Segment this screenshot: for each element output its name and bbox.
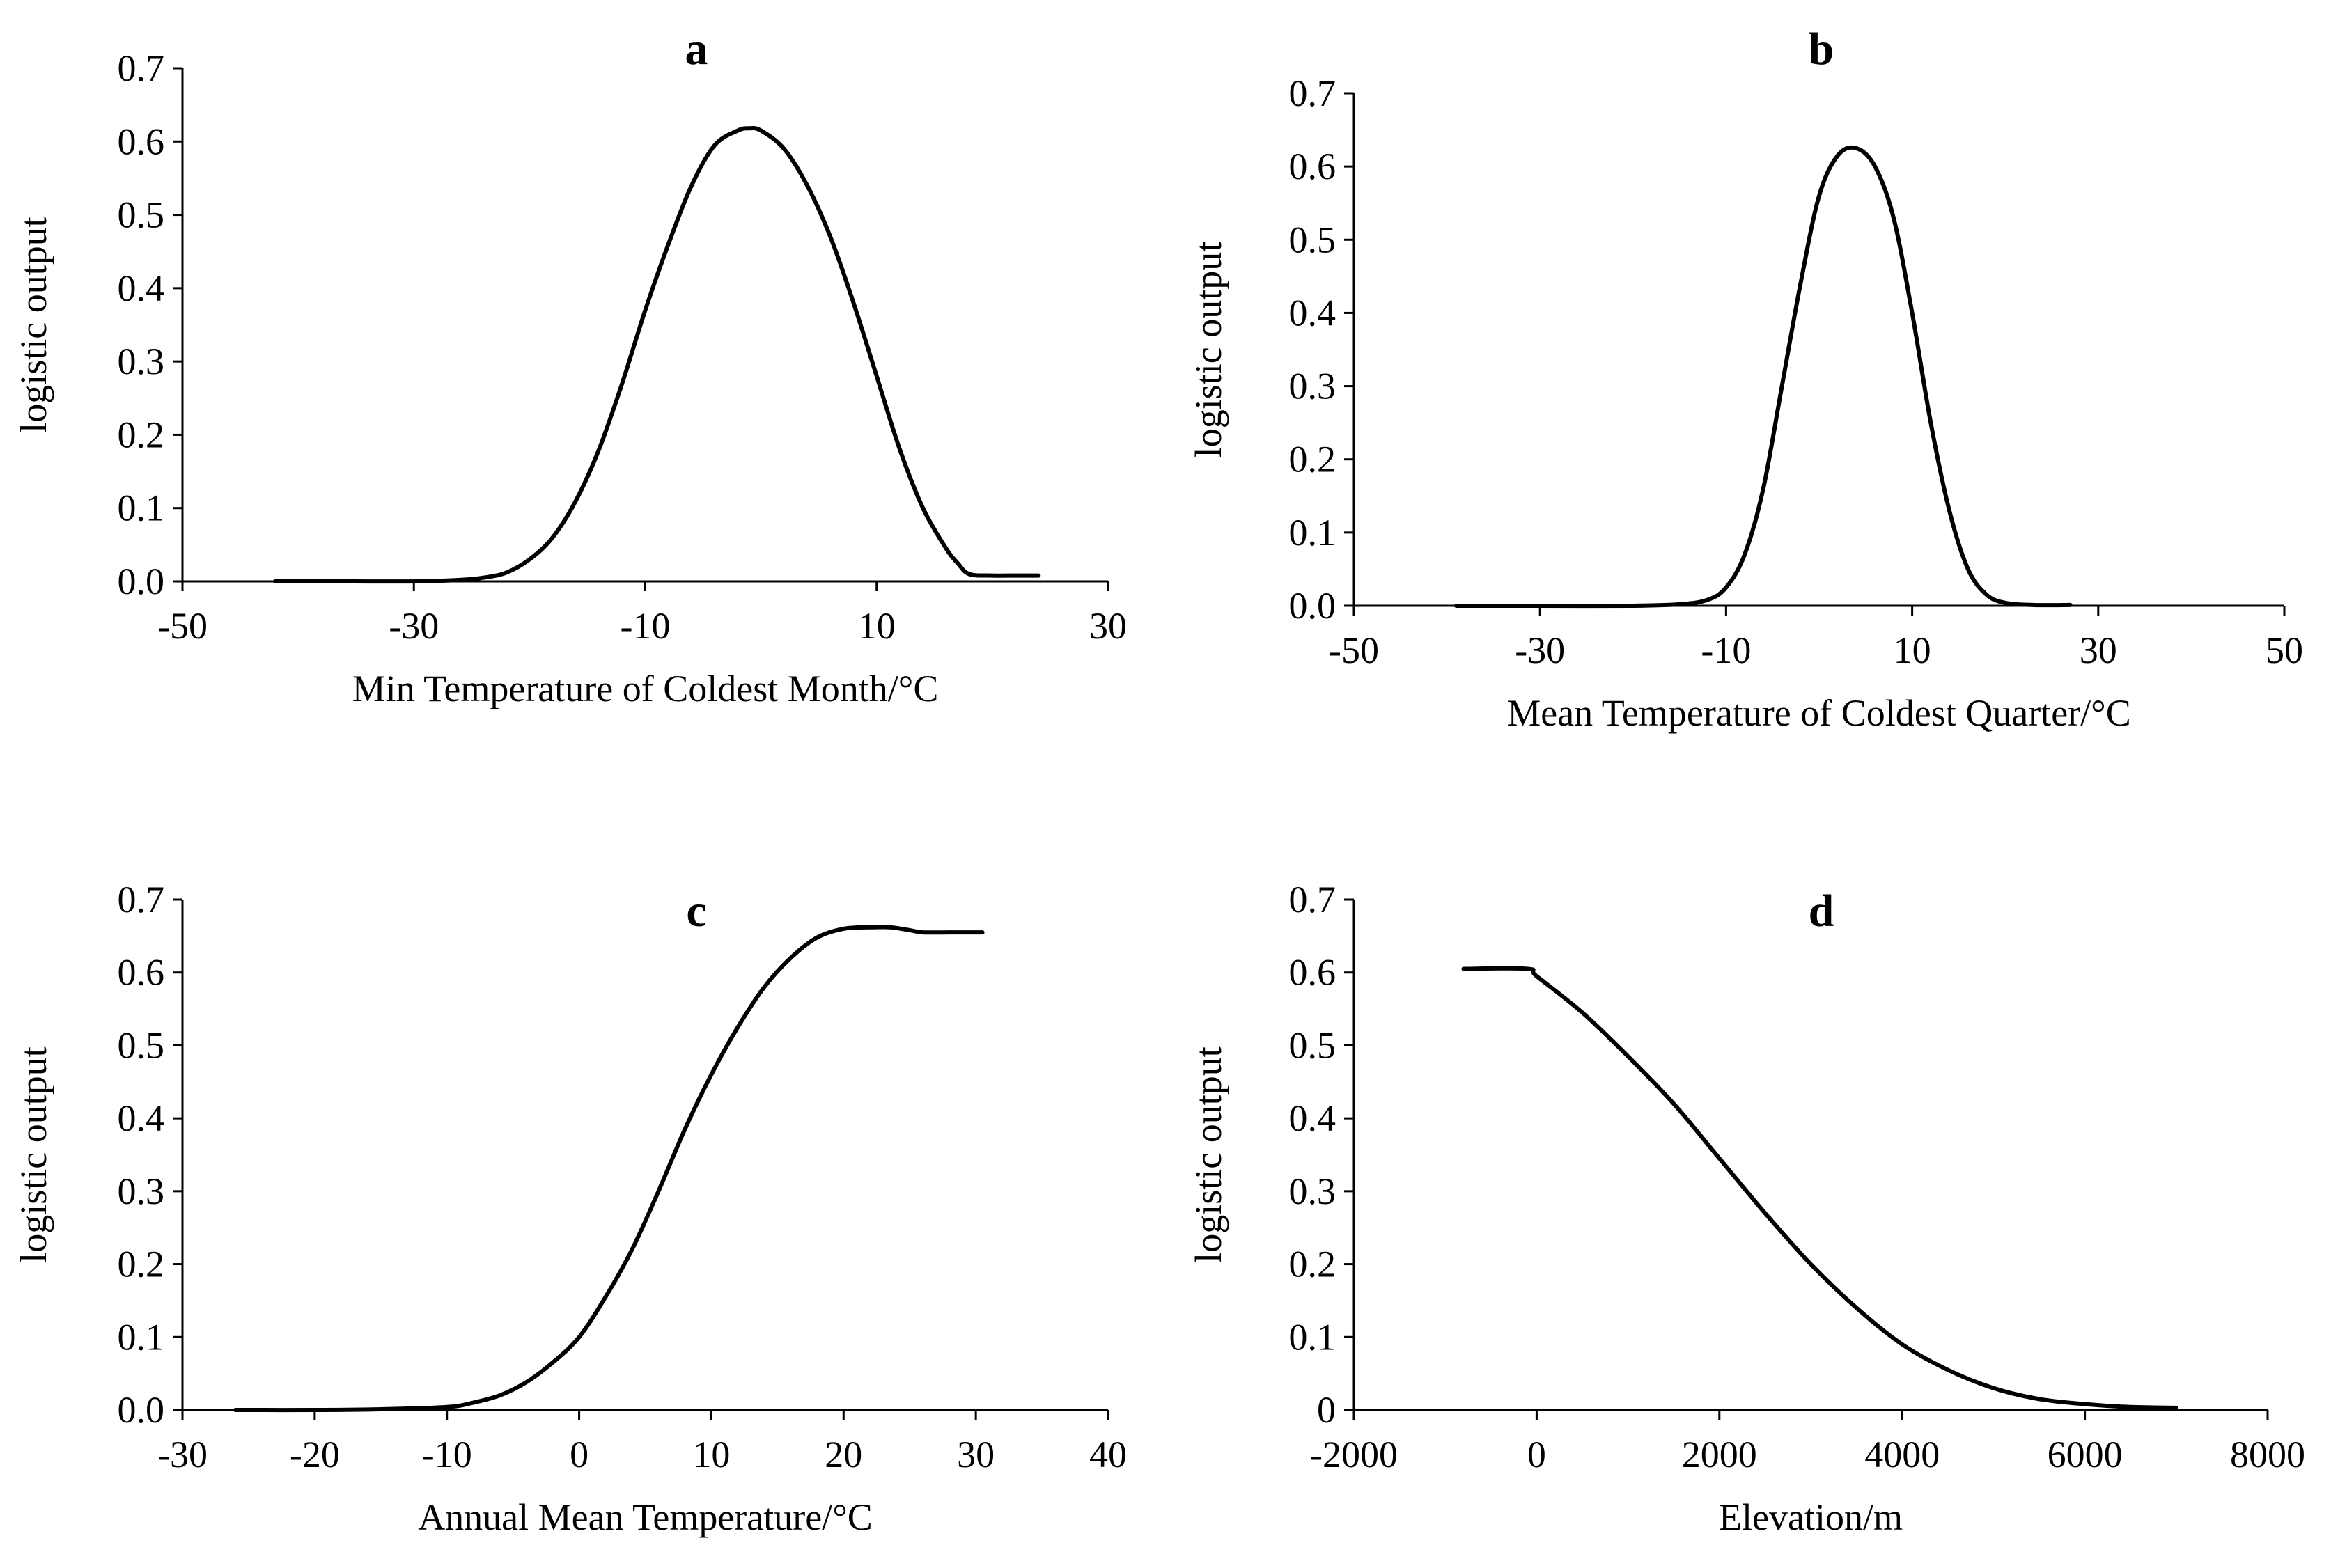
panel-c: 0.0 0.1 0.2 0.3 0.4 0.5 0.6 0.7 -30 -20 -10 0 10 20 30… — [13, 879, 1127, 1538]
y-tick-label: 0.7 — [1289, 879, 1336, 920]
y-tick-label: 0.0 — [1289, 585, 1336, 627]
y-tick-label: 0.2 — [1289, 1244, 1336, 1285]
panel-label: a — [685, 24, 708, 75]
y-tick-label: 0.5 — [118, 1024, 165, 1066]
y-tick-label: 0.4 — [1289, 1097, 1336, 1139]
y-tick-label: 0.3 — [118, 340, 165, 382]
y-tick-label: 0.0 — [118, 560, 165, 602]
y-tick-label: 0.3 — [1289, 366, 1336, 407]
y-tick-label: 0.7 — [118, 47, 165, 89]
x-axis-title: Min Temperature of Coldest Month/°C — [352, 668, 939, 709]
x-tick-label: 40 — [1089, 1434, 1127, 1475]
panel-label: b — [1809, 24, 1834, 75]
y-tick-label: 0.6 — [118, 952, 165, 994]
x-tick-label: 10 — [692, 1434, 730, 1475]
x-tick-label: -10 — [1701, 629, 1751, 671]
y-tick-label: 0.5 — [118, 194, 165, 236]
x-tick-label: 2000 — [1682, 1434, 1757, 1475]
panel-b: 0.0 0.1 0.2 0.3 0.4 0.5 0.6 0.7 -50 -30 -10 10 30 50 M… — [1187, 24, 2303, 734]
y-tick-label: 0.6 — [118, 120, 165, 162]
y-axis-title: logistic output — [13, 217, 54, 433]
x-tick-label: -30 — [157, 1434, 208, 1475]
y-tick-label: 0.3 — [118, 1170, 165, 1212]
x-tick-label: 6000 — [2048, 1434, 2123, 1475]
y-tick-label: 0.7 — [118, 879, 165, 920]
x-tick-label: 30 — [1089, 605, 1127, 647]
y-tick-label: 0.2 — [118, 414, 165, 455]
x-tick-label: -10 — [422, 1434, 472, 1475]
x-tick-label: -50 — [1329, 629, 1379, 671]
x-axis-title: Elevation/m — [1719, 1496, 1903, 1538]
x-tick-label: 0 — [1527, 1434, 1546, 1475]
y-tick-label: 0.6 — [1289, 146, 1336, 187]
series-line-b — [1454, 145, 2073, 609]
x-axis-title: Annual Mean Temperature/°C — [418, 1496, 873, 1538]
panel-a: 0.0 0.1 0.2 0.3 0.4 0.5 0.6 0.7 -50 -30 -10 10 30 Min… — [13, 24, 1127, 709]
x-tick-label: 10 — [858, 605, 896, 647]
series-line-c — [233, 925, 985, 1413]
y-tick-label: 0.1 — [118, 487, 165, 529]
x-axis-title: Mean Temperature of Coldest Quarter/°C — [1507, 692, 2131, 734]
x-tick-label: 50 — [2266, 629, 2303, 671]
series-line-d — [1461, 966, 2178, 1410]
y-tick-label: 0.1 — [1289, 512, 1336, 554]
x-tick-label: -50 — [157, 605, 208, 647]
x-tick-label: 30 — [2080, 629, 2117, 671]
x-tick-label: -30 — [389, 605, 439, 647]
x-tick-label: 20 — [825, 1434, 862, 1475]
x-tick-label: -10 — [621, 605, 671, 647]
y-tick-label: 0.5 — [1289, 219, 1336, 260]
y-tick-label: 0.4 — [1289, 292, 1336, 334]
y-tick-label: 0.0 — [118, 1389, 165, 1431]
x-tick-label: 8000 — [2230, 1434, 2305, 1475]
y-axis-title: logistic output — [1187, 1046, 1229, 1263]
y-tick-label: 0.4 — [118, 267, 165, 309]
series-line-a — [272, 126, 1041, 584]
y-tick-label: 0.1 — [1289, 1316, 1336, 1358]
y-tick-label: 0.7 — [1289, 72, 1336, 114]
x-tick-label: 10 — [1894, 629, 1931, 671]
x-tick-label: -2000 — [1310, 1434, 1398, 1475]
y-tick-label: 0.6 — [1289, 952, 1336, 994]
x-tick-label: -20 — [290, 1434, 340, 1475]
y-tick-label: 0.3 — [1289, 1170, 1336, 1212]
x-tick-label: 30 — [957, 1434, 995, 1475]
y-tick-label: 0.4 — [118, 1097, 165, 1139]
x-tick-label: -30 — [1515, 629, 1565, 671]
y-tick-label: 0.1 — [118, 1316, 165, 1358]
panel-d: 00.10.20.30.40.50.60.7-2000 0 2000 4000 6000… — [1187, 879, 2305, 1538]
panel-label: c — [686, 886, 706, 936]
y-tick-label: 0.2 — [1289, 439, 1336, 480]
y-axis-title: logistic output — [13, 1046, 54, 1263]
panel-label: d — [1809, 886, 1834, 936]
y-tick-label: 0.2 — [118, 1244, 165, 1285]
x-tick-label: 0 — [570, 1434, 588, 1475]
y-tick-label: 0 — [1317, 1389, 1336, 1431]
x-tick-label: 4000 — [1864, 1434, 1940, 1475]
y-axis-title: logistic output — [1187, 242, 1229, 458]
y-tick-label: 0.5 — [1289, 1024, 1336, 1066]
